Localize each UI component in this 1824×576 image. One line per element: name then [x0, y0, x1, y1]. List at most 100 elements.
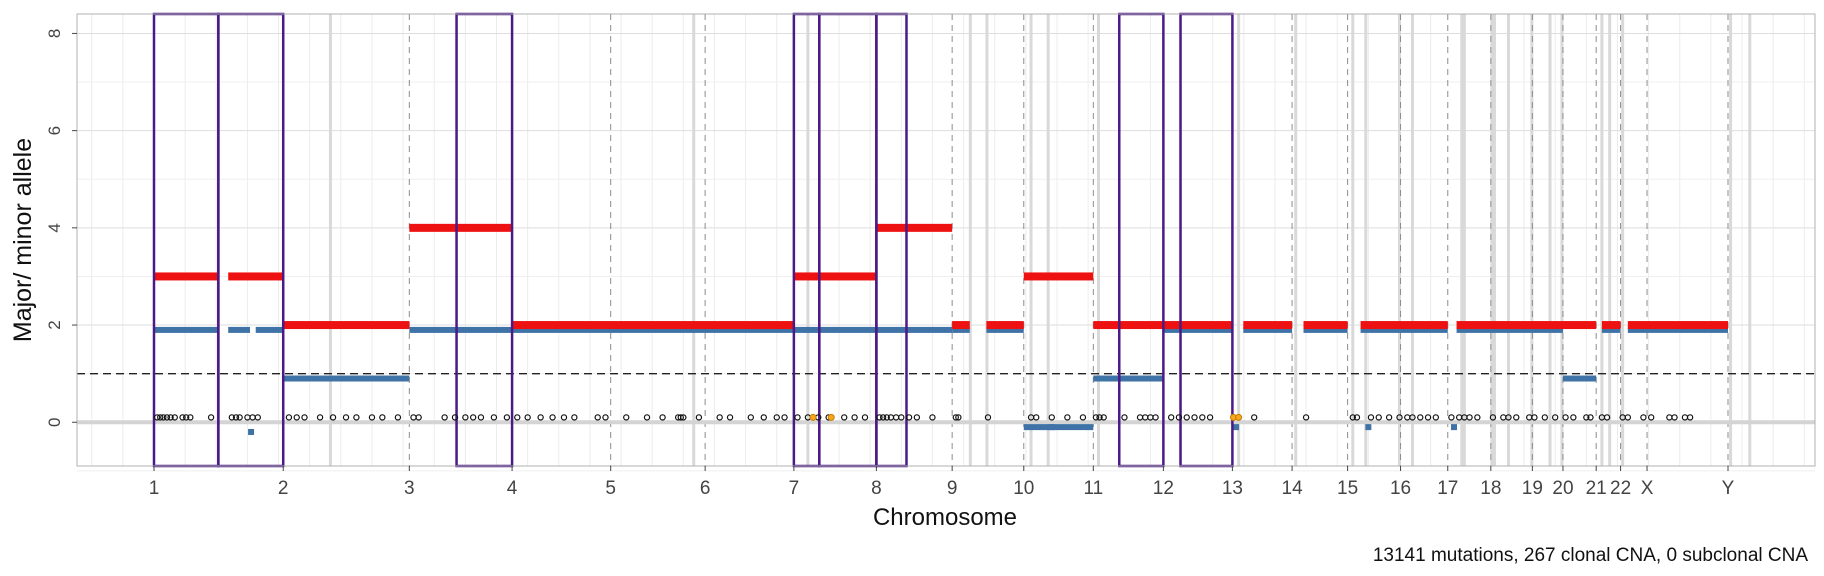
mutation-point [1191, 414, 1198, 421]
highlighted-mutation-point [809, 413, 817, 421]
major-allele-segment [1303, 321, 1348, 330]
mutation-point [329, 414, 337, 421]
mutation-point [1152, 414, 1159, 421]
mutation-point [913, 414, 921, 421]
mutation-point [716, 414, 723, 421]
x-tick-label: 18 [1480, 478, 1501, 499]
minor-allele-segment [1243, 326, 1293, 333]
mutation-point [1417, 414, 1424, 421]
x-tick-label: 13 [1222, 478, 1243, 499]
x-tick-label: 14 [1282, 478, 1304, 499]
mutation-point [1183, 414, 1190, 421]
major-allele-segment [1627, 321, 1728, 330]
major-allele-segment [512, 321, 794, 330]
y-tick-label: 0 [45, 418, 64, 427]
mutation-point [301, 414, 308, 421]
major-allele-segment [228, 272, 284, 281]
mutation-point [1647, 414, 1655, 421]
mutation-point [232, 414, 240, 421]
mutation-point [851, 414, 858, 421]
mutation-point [1199, 414, 1206, 421]
mutation-point [490, 414, 498, 421]
mutation-point-layer [153, 413, 1694, 421]
x-tick-label: 15 [1337, 478, 1358, 499]
mutation-point [549, 414, 556, 421]
mutation-point [1167, 414, 1175, 421]
mutation-point [293, 414, 300, 421]
x-tick-label: 11 [1083, 478, 1103, 499]
x-tick-label: 9 [947, 478, 958, 499]
mutation-point [1603, 414, 1611, 421]
mutation-point [984, 414, 992, 421]
minor-allele-segment [1023, 424, 1094, 431]
mutation-point [316, 414, 324, 421]
minor-allele-segment [1601, 326, 1621, 333]
mutation-point [1385, 414, 1393, 421]
mutation-point [368, 414, 376, 421]
highlighted-mutation-point [1235, 413, 1243, 421]
mutation-point [1551, 414, 1559, 421]
gray-band-layer [328, 14, 1752, 466]
mutation-point [560, 414, 568, 421]
mutation-point [781, 414, 788, 421]
mutation-point [1396, 414, 1403, 421]
major-allele-segment [1601, 321, 1621, 330]
mutation-point [537, 414, 544, 421]
x-tick-label: 6 [700, 478, 711, 499]
mutation-point [879, 414, 887, 421]
mutation-point [1474, 414, 1481, 421]
mutation-point [695, 414, 703, 421]
mutation-point [1353, 414, 1361, 421]
minor-allele-segment [1456, 326, 1563, 333]
y-tick-label: 8 [45, 29, 64, 38]
minor-allele-segment [1163, 326, 1233, 333]
mutation-point [1064, 414, 1071, 421]
segment-layer [77, 223, 1815, 435]
mutation-point [773, 414, 780, 421]
x-tick-label: 21 [1586, 478, 1607, 499]
mutation-point [677, 414, 684, 421]
plot-panel [77, 14, 1815, 466]
major-allele-segment [1023, 272, 1094, 281]
x-tick-label: 2 [278, 478, 289, 499]
x-tick-label: 3 [404, 478, 415, 499]
mutation-point [524, 414, 531, 421]
minor-allele-mark [248, 428, 255, 435]
mutation-point [955, 414, 962, 421]
major-allele-segment [154, 272, 219, 281]
mutation-point [153, 414, 161, 421]
y-tick-label: 2 [45, 320, 64, 329]
minor-allele-segment [283, 375, 410, 382]
mutation-point [898, 414, 905, 421]
mutation-point [451, 414, 459, 421]
mutation-point [571, 414, 578, 421]
y-tick-label: 6 [45, 126, 64, 135]
mutation-point [1570, 414, 1577, 421]
mutation-point [1424, 414, 1432, 421]
mutation-point [1466, 414, 1473, 421]
y-axis-ticks: 0 2 4 6 8 [45, 29, 77, 427]
mutation-point [1513, 414, 1520, 421]
mutation-point [1121, 414, 1128, 421]
major-allele-segment [1456, 321, 1597, 330]
minor-allele-segment [1627, 326, 1728, 333]
major-allele-segment [793, 272, 877, 281]
mutation-point [602, 414, 609, 421]
minor-allele-segment [986, 326, 1024, 333]
mutation-point [1432, 414, 1440, 421]
x-axis-ticks: 1 2 3 4 5 6 7 8 9 10 11 12 13 14 15 16 17 18 19 20 21 22 X Y [149, 466, 1735, 499]
mutation-point [1367, 414, 1375, 421]
major-allele-segment [409, 223, 513, 232]
minor-allele-segment [1360, 326, 1448, 333]
major-allele-segment [1243, 321, 1293, 330]
mutation-point [1175, 414, 1183, 421]
mutation-point [441, 414, 448, 421]
mutation-point [353, 414, 360, 421]
mutation-point [883, 414, 890, 421]
minor-allele-segment [1093, 375, 1164, 382]
mutation-point [841, 414, 848, 421]
x-tick-label: 22 [1610, 478, 1631, 499]
mutation-point [342, 414, 350, 421]
minor-allele-segment [255, 326, 284, 333]
